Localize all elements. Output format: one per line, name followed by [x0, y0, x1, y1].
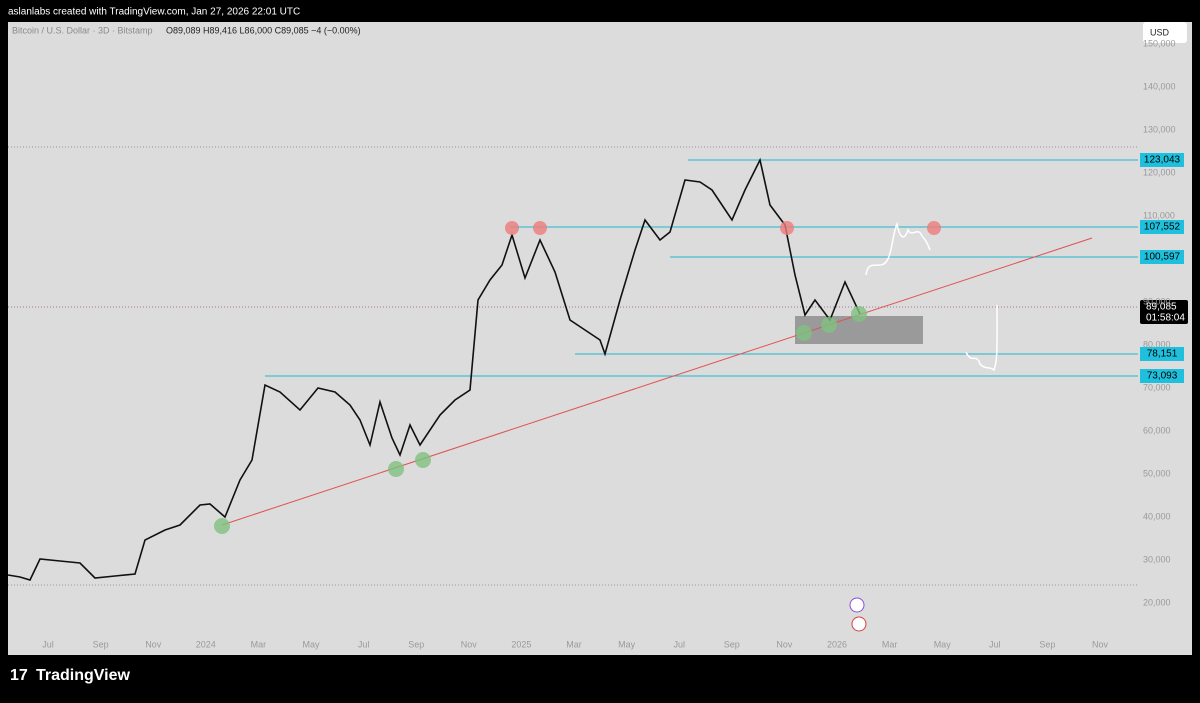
price-tick-label: 140,000: [1143, 81, 1176, 91]
resistance-markers: [505, 221, 941, 235]
marker: [780, 221, 794, 235]
level-label: 100,597: [1144, 252, 1181, 263]
time-tick-label: Nov: [776, 639, 793, 649]
level-label-box: [1140, 153, 1184, 167]
ohlc: O89,089 H89,416 L86,000 C89,085 −4 (−0.0…: [166, 25, 361, 35]
time-tick-label: Jul: [358, 639, 370, 649]
price-tick-label: 130,000: [1143, 124, 1176, 134]
time-tick-label: May: [618, 639, 636, 649]
price-tick-label: 70,000: [1143, 382, 1171, 392]
marker: [851, 306, 867, 322]
scribble: [965, 304, 998, 372]
level-label: 107,552: [1144, 222, 1181, 233]
chart-area: [8, 22, 1192, 655]
price-tick-label: 90,000: [1143, 296, 1171, 306]
marker: [388, 461, 404, 477]
price-tick-label: 40,000: [1143, 511, 1171, 521]
marker: [821, 317, 837, 333]
marker: [796, 325, 812, 341]
levels: [265, 159, 1138, 377]
countdown: 01:58:04: [1146, 313, 1185, 324]
time-tick-label: Jul: [42, 639, 54, 649]
marker: [533, 221, 547, 235]
time-tick-label: Sep: [408, 639, 424, 649]
time-tick-label: Mar: [882, 639, 898, 649]
price-tick-label: 60,000: [1143, 425, 1171, 435]
currency-button[interactable]: [1143, 22, 1187, 43]
level-label: 73,093: [1147, 371, 1178, 382]
scribble: [865, 221, 931, 276]
time-tick-label: Sep: [1039, 639, 1055, 649]
price-tick-label: 150,000: [1143, 38, 1176, 48]
price-tick-label: 120,000: [1143, 167, 1176, 177]
price-tick-label: 50,000: [1143, 468, 1171, 478]
support-markers: [214, 306, 867, 534]
price-tick-label: 110,000: [1143, 210, 1175, 220]
currency: USD: [1150, 27, 1170, 37]
price-tick-label: 20,000: [1143, 597, 1171, 607]
axes: 150,000140,000130,000120,000110,000100,0…: [42, 38, 1184, 649]
marker: [415, 452, 431, 468]
marker: [505, 221, 519, 235]
marker: [214, 518, 230, 534]
time-tick-label: 2025: [511, 639, 531, 649]
time-tick-label: Jul: [673, 639, 685, 649]
brand: TradingView: [36, 667, 131, 684]
price-tick-label: 80,000: [1143, 339, 1171, 349]
time-tick-label: Sep: [724, 639, 740, 649]
time-tick-label: 2026: [827, 639, 847, 649]
level-label-box: [1140, 250, 1184, 264]
level-label-box: [1140, 347, 1184, 361]
time-tick-label: May: [934, 639, 952, 649]
current-price-box: [1140, 300, 1188, 324]
price-path: [7, 157, 861, 581]
price-tick-label: 30,000: [1143, 554, 1171, 564]
time-tick-label: Mar: [566, 639, 582, 649]
level-label-box: [1140, 369, 1184, 383]
time-tick-label: Nov: [1092, 639, 1109, 649]
level-label: 78,151: [1147, 349, 1178, 360]
trendline: [221, 237, 1093, 526]
credit: aslanlabs created with TradingView.com, …: [8, 7, 300, 18]
time-tick-label: Jul: [989, 639, 1001, 649]
level-label-box: [1140, 220, 1184, 234]
logo-mark: 17: [10, 667, 28, 684]
time-tick-label: Nov: [461, 639, 478, 649]
level-label: 123,043: [1144, 155, 1181, 166]
marker: [927, 221, 941, 235]
time-tick-label: May: [302, 639, 320, 649]
symbol-name: Bitcoin / U.S. Dollar · 3D · Bitstamp: [12, 25, 153, 35]
time-tick-label: 2024: [196, 639, 216, 649]
time-tick-label: Mar: [251, 639, 267, 649]
event-icon[interactable]: [851, 616, 867, 632]
time-tick-label: Sep: [93, 639, 109, 649]
event-icon[interactable]: [849, 597, 865, 613]
time-tick-label: Nov: [145, 639, 162, 649]
current-price: 89,085: [1146, 302, 1177, 313]
